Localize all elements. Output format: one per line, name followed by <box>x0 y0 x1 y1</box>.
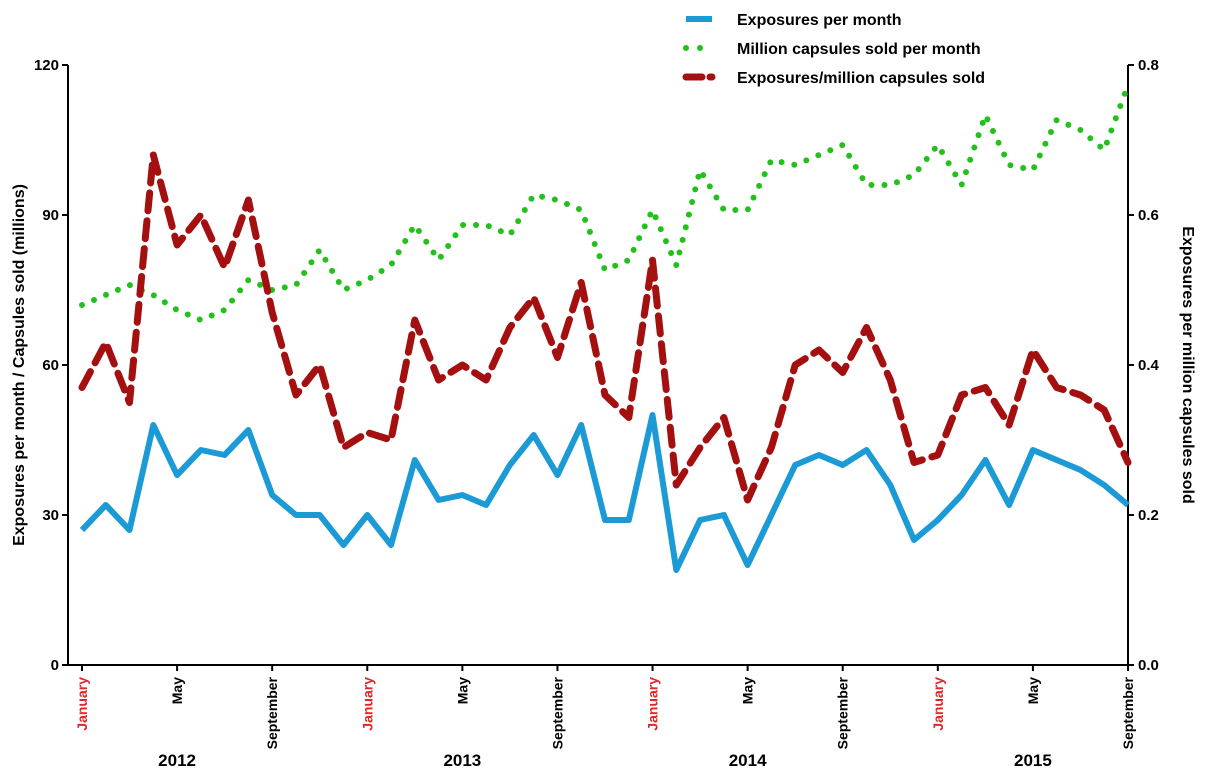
x-tick-label: May <box>1025 677 1041 704</box>
right-y-tick-label: 0.0 <box>1138 657 1159 674</box>
left-y-tick-label: 120 <box>34 57 59 74</box>
year-label: 2014 <box>729 751 767 770</box>
right-y-axis-title: Exposures per million capsules sold <box>1179 226 1196 503</box>
legend-label: Million capsules sold per month <box>737 41 981 58</box>
x-tick-label: May <box>169 677 185 704</box>
left-y-tick-label: 60 <box>42 357 59 374</box>
x-tick-label: September <box>1120 676 1136 749</box>
ratio-line <box>78 151 1132 504</box>
x-tick-label: January <box>930 677 946 731</box>
year-label: 2012 <box>158 751 196 770</box>
axes: 0 30 60 90 120 0.0 0.2 0.4 0.6 0.8 January May Septe… <box>11 57 1196 770</box>
right-y-tick-label: 0.6 <box>1138 207 1159 224</box>
x-tick-label: September <box>549 676 565 749</box>
right-y-tick-label: 0.2 <box>1138 507 1159 524</box>
right-y-tick-label: 0.8 <box>1138 57 1159 74</box>
x-tick-label: September <box>264 676 280 749</box>
year-label: 2015 <box>1014 751 1052 770</box>
right-y-tick-label: 0.4 <box>1138 357 1160 374</box>
x-tick-label: September <box>835 676 851 749</box>
left-y-tick-label: 90 <box>42 207 59 224</box>
left-y-axis-title: Exposures per month / Capsules sold (mil… <box>11 184 28 546</box>
left-y-tick-label: 30 <box>42 507 59 524</box>
x-tick-label: January <box>359 677 375 731</box>
legend-label: Exposures/million capsules sold <box>737 70 985 87</box>
x-tick-label: May <box>740 677 756 704</box>
legend: Exposures per month Million capsules sold… <box>682 12 985 87</box>
exposures-line <box>79 412 1130 573</box>
x-tick-label: May <box>454 677 470 704</box>
capsules-line <box>79 82 1131 324</box>
x-tick-label: January <box>74 677 90 731</box>
x-tick-label: January <box>645 677 661 731</box>
legend-label: Exposures per month <box>737 12 901 29</box>
left-y-tick-label: 0 <box>51 657 59 674</box>
series-lines <box>78 82 1132 573</box>
year-label: 2013 <box>443 751 481 770</box>
